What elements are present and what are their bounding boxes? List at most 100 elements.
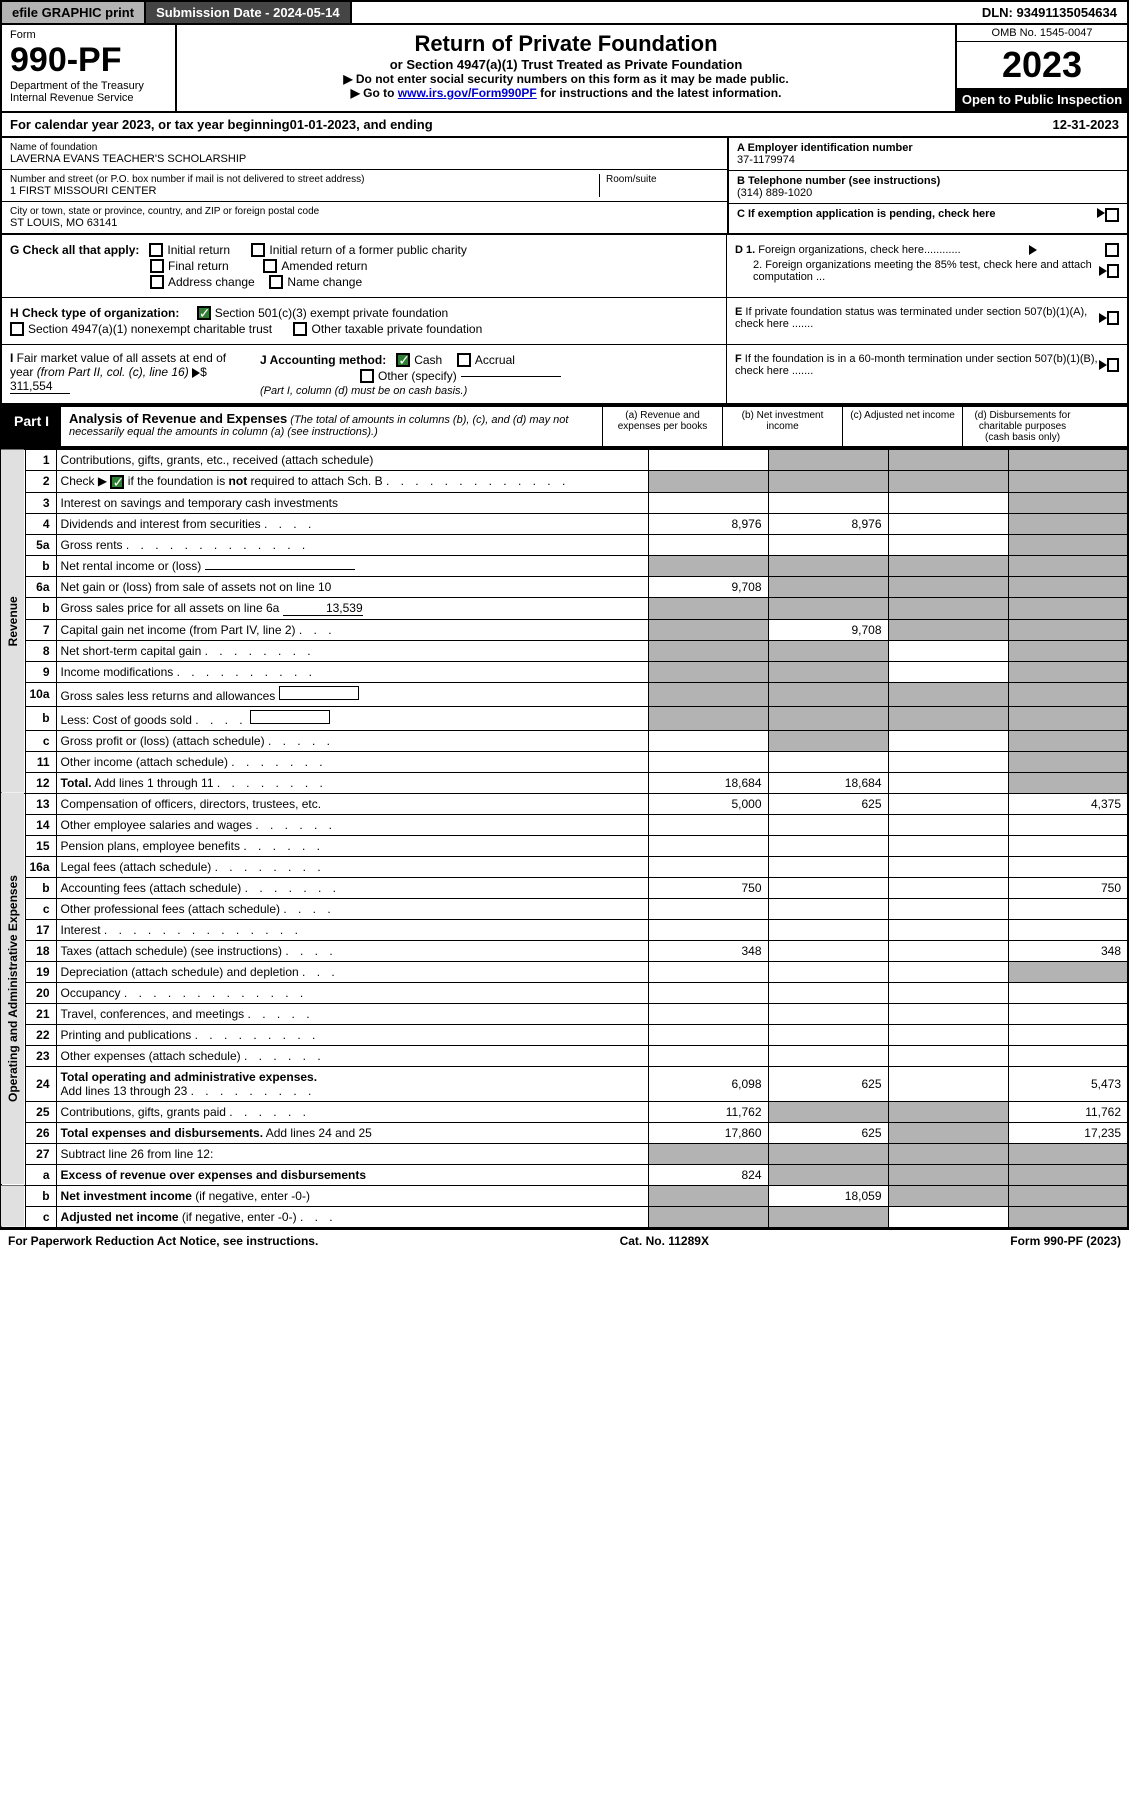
g-initial-checkbox[interactable]: [149, 243, 163, 257]
ein-label: A Employer identification number: [737, 142, 1119, 154]
r15: Pension plans, employee benefits . . . .…: [56, 835, 648, 856]
j-note: (Part I, column (d) must be on cash basi…: [260, 385, 718, 397]
calyear-pre: For calendar year 2023, or tax year begi…: [10, 117, 290, 132]
j-accrual-checkbox[interactable]: [457, 353, 471, 367]
d2-checkbox[interactable]: [1107, 264, 1119, 278]
r27a-a: 824: [648, 1164, 768, 1185]
g-final-checkbox[interactable]: [150, 259, 164, 273]
addr-label: Number and street (or P.O. box number if…: [10, 174, 599, 185]
d2-label: 2. Foreign organizations meeting the 85%…: [735, 259, 1099, 283]
foundation-name: LAVERNA EVANS TEACHER'S SCHOLARSHIP: [10, 153, 719, 165]
r13-a: 5,000: [648, 793, 768, 814]
part1-tab: Part I: [2, 407, 61, 446]
r4: Dividends and interest from securities .…: [56, 513, 648, 534]
instr-link-row: ▶ Go to www.irs.gov/Form990PF for instru…: [189, 86, 943, 100]
f-checkbox[interactable]: [1107, 358, 1119, 372]
r19: Depreciation (attach schedule) and deple…: [56, 961, 648, 982]
r16c: Other professional fees (attach schedule…: [56, 898, 648, 919]
omb-number: OMB No. 1545-0047: [957, 25, 1127, 42]
r11: Other income (attach schedule) . . . . .…: [56, 751, 648, 772]
col-d-hdr: (d) Disbursements for charitable purpose…: [962, 407, 1082, 446]
h-4947: Section 4947(a)(1) nonexempt charitable …: [28, 322, 272, 336]
r24-b: 625: [768, 1066, 888, 1101]
r27a: Excess of revenue over expenses and disb…: [56, 1164, 648, 1185]
r6a: Net gain or (loss) from sale of assets n…: [56, 576, 648, 597]
r13-d: 4,375: [1008, 793, 1128, 814]
g-addr-checkbox[interactable]: [150, 275, 164, 289]
r13-b: 625: [768, 793, 888, 814]
g-amended-checkbox[interactable]: [263, 259, 277, 273]
r27: Subtract line 26 from line 12:: [56, 1143, 648, 1164]
r10c: Gross profit or (loss) (attach schedule)…: [56, 730, 648, 751]
r23: Other expenses (attach schedule) . . . .…: [56, 1045, 648, 1066]
j-label: J Accounting method:: [260, 353, 386, 367]
h-other: Other taxable private foundation: [311, 322, 482, 336]
footer-left: For Paperwork Reduction Act Notice, see …: [8, 1234, 318, 1248]
r26-b: 625: [768, 1122, 888, 1143]
r12: Total. Add lines 1 through 11 . . . . . …: [56, 772, 648, 793]
f-label: F If the foundation is in a 60-month ter…: [735, 353, 1099, 377]
i-value: 311,554: [10, 379, 70, 394]
g-name-checkbox[interactable]: [269, 275, 283, 289]
foundation-city: ST LOUIS, MO 63141: [10, 217, 719, 229]
arrow-icon: [1097, 208, 1105, 218]
footer-mid: Cat. No. 11289X: [620, 1234, 709, 1248]
r25: Contributions, gifts, grants paid . . . …: [56, 1101, 648, 1122]
r16b: Accounting fees (attach schedule) . . . …: [56, 877, 648, 898]
h-other-checkbox[interactable]: [293, 322, 307, 336]
r9: Income modifications . . . . . . . . . .: [56, 661, 648, 682]
g-initial: Initial return: [167, 243, 230, 257]
r21: Travel, conferences, and meetings . . . …: [56, 1003, 648, 1024]
col-c-hdr: (c) Adjusted net income: [842, 407, 962, 446]
form-label: Form: [10, 29, 167, 41]
j-other: Other (specify): [378, 369, 457, 383]
h-501c3-checkbox[interactable]: [197, 306, 211, 320]
dept-irs: Internal Revenue Service: [10, 92, 167, 104]
r12-b: 18,684: [768, 772, 888, 793]
ein-value: 37-1179974: [737, 154, 1119, 166]
e-checkbox[interactable]: [1107, 311, 1119, 325]
exemption-checkbox[interactable]: [1105, 208, 1119, 222]
j-cash: Cash: [414, 353, 442, 367]
arrow-icon: [1099, 313, 1107, 323]
r6b: Gross sales price for all assets on line…: [56, 597, 648, 619]
r27b-b: 18,059: [768, 1185, 888, 1206]
city-label: City or town, state or province, country…: [10, 206, 719, 217]
g-name: Name change: [287, 275, 362, 289]
d1-checkbox[interactable]: [1105, 243, 1119, 257]
r17: Interest . . . . . . . . . . . . . .: [56, 919, 648, 940]
r25-a: 11,762: [648, 1101, 768, 1122]
j-other-checkbox[interactable]: [360, 369, 374, 383]
r27b: Net investment income (if negative, ente…: [56, 1185, 648, 1206]
arrow-icon: [1029, 245, 1037, 255]
j-accrual: Accrual: [475, 353, 515, 367]
r14: Other employee salaries and wages . . . …: [56, 814, 648, 835]
g-addr: Address change: [168, 275, 255, 289]
r5a: Gross rents . . . . . . . . . . . . .: [56, 534, 648, 555]
r6a-a: 9,708: [648, 576, 768, 597]
h-4947-checkbox[interactable]: [10, 322, 24, 336]
d1-label: D 1. Foreign organizations, check here..…: [735, 244, 961, 256]
calyear-begin: 01-01-2023: [290, 117, 357, 132]
calyear-mid: , and ending: [356, 117, 1052, 132]
name-label: Name of foundation: [10, 142, 719, 153]
r10a: Gross sales less returns and allowances: [56, 682, 648, 706]
form-title: Return of Private Foundation: [189, 31, 943, 57]
r25-d: 11,762: [1008, 1101, 1128, 1122]
e-label: E If private foundation status was termi…: [735, 306, 1099, 330]
efile-print-button[interactable]: efile GRAPHIC print: [2, 2, 146, 23]
r16a: Legal fees (attach schedule) . . . . . .…: [56, 856, 648, 877]
arrow-icon: [1099, 266, 1107, 276]
form-subtitle: or Section 4947(a)(1) Trust Treated as P…: [189, 57, 943, 72]
col-b-hdr: (b) Net investment income: [722, 407, 842, 446]
r12-a: 18,684: [648, 772, 768, 793]
r5b: Net rental income or (loss): [56, 555, 648, 576]
irs-link[interactable]: www.irs.gov/Form990PF: [398, 86, 537, 100]
r26: Total expenses and disbursements. Add li…: [56, 1122, 648, 1143]
g-ipc-checkbox[interactable]: [251, 243, 265, 257]
arrow-icon: [192, 368, 200, 378]
j-cash-checkbox[interactable]: [396, 353, 410, 367]
r2-checkbox[interactable]: [110, 475, 124, 489]
form-number: 990-PF: [10, 41, 167, 80]
footer-right: Form 990-PF (2023): [1010, 1234, 1121, 1248]
